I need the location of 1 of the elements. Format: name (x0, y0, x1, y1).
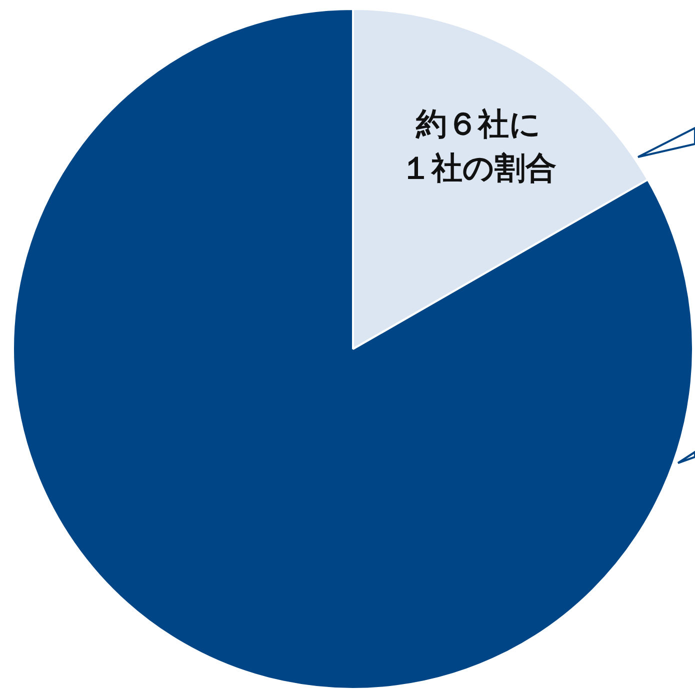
slice-label: 約６社に１社の割合 (400, 106, 556, 187)
